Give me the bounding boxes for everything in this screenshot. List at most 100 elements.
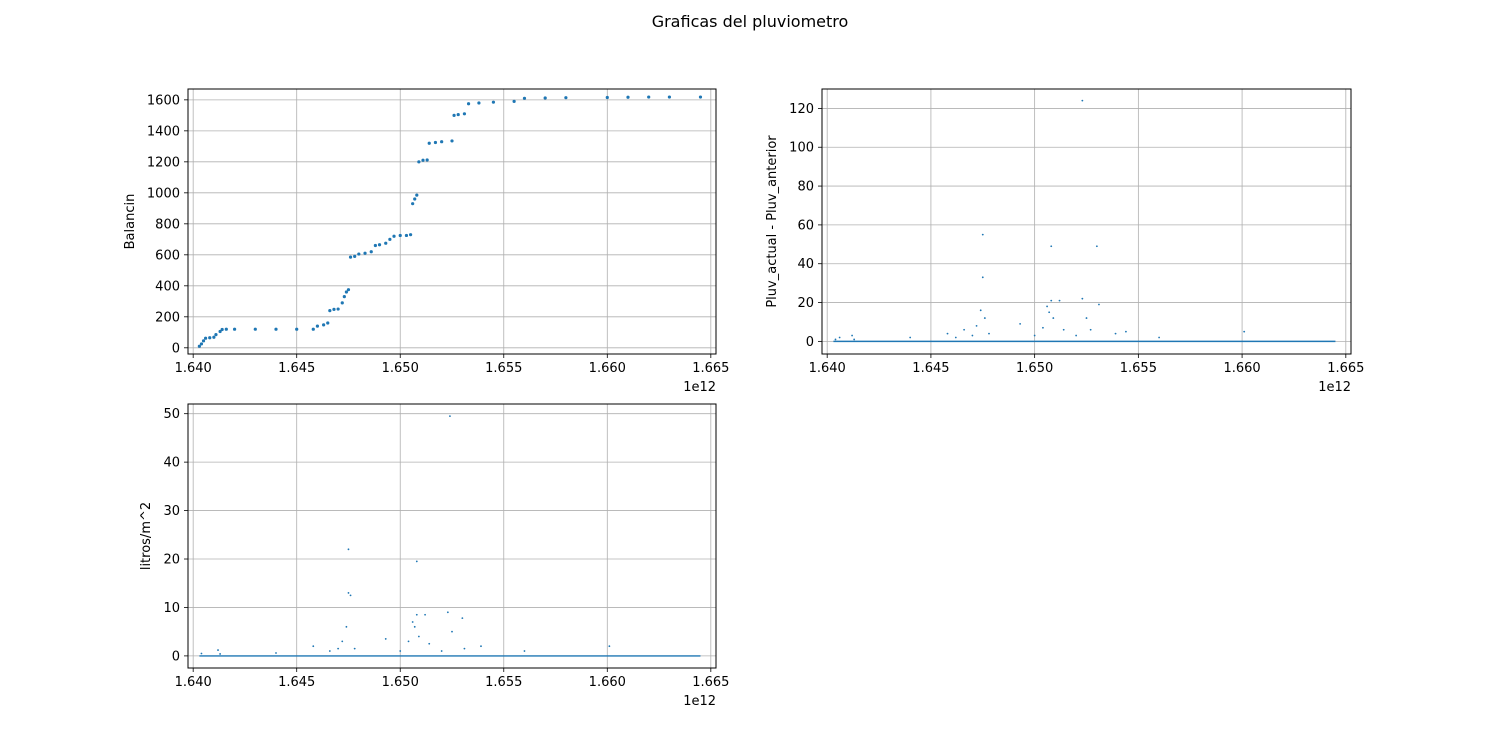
data-point: [1050, 299, 1053, 302]
data-point: [341, 640, 344, 643]
y-tick-label: 40: [163, 456, 180, 471]
subplot-1: 1.640 1.645 1.650 1.655 1.660 1.665 0 200 400 600…: [123, 88, 729, 395]
data-point: [1081, 297, 1084, 300]
data-point: [346, 288, 351, 292]
data-point: [417, 160, 421, 164]
data-point: [411, 202, 415, 206]
data-point: [466, 102, 471, 106]
x-tick-label: 1.640: [175, 361, 212, 376]
y-tick-label: 0: [172, 649, 180, 664]
data-point: [340, 301, 344, 305]
data-point: [450, 139, 454, 143]
data-point: [477, 101, 481, 105]
data-point: [421, 158, 425, 162]
data-point: [1052, 317, 1055, 319]
data-point: [461, 617, 464, 620]
data-point: [1089, 328, 1092, 331]
y-tick-label: 600: [155, 248, 180, 263]
data-point: [1243, 330, 1246, 333]
data-point: [1085, 317, 1088, 319]
data-point: [1095, 245, 1098, 248]
data-point: [979, 309, 982, 312]
y-tick-label: 20: [797, 296, 814, 311]
data-point: [1158, 336, 1161, 339]
data-point: [440, 650, 443, 652]
data-point: [369, 250, 373, 254]
data-point: [1042, 326, 1044, 329]
y-axis-label: Pluv_actual - Pluv_anterior: [765, 135, 780, 308]
data-point: [1062, 328, 1065, 331]
data-point: [981, 276, 984, 279]
data-point: [336, 307, 340, 311]
data-point: [1114, 332, 1117, 335]
data-point: [398, 233, 402, 238]
data-point: [253, 327, 257, 331]
x-tick-label: 1.645: [278, 675, 315, 690]
y-tick-label: 40: [797, 257, 814, 272]
data-point: [983, 317, 986, 319]
data-point: [971, 334, 974, 337]
data-point: [311, 327, 315, 331]
data-point: [408, 233, 413, 237]
y-tick-label: 1400: [147, 124, 180, 139]
data-point: [413, 625, 416, 628]
axes-frame: [187, 88, 717, 355]
y-tick-label: 0: [172, 341, 180, 356]
data-point: [909, 336, 912, 339]
data-point: [440, 140, 444, 144]
data-point: [446, 611, 449, 614]
data-point: [451, 630, 453, 633]
data-point: [349, 594, 352, 597]
data-point: [404, 233, 409, 238]
data-point: [838, 336, 841, 339]
data-point: [201, 339, 206, 343]
data-point: [415, 613, 418, 616]
y-tick-label: 200: [155, 310, 180, 325]
data-point: [204, 336, 208, 340]
y-tick-label: 1000: [147, 186, 180, 201]
data-point: [199, 342, 204, 346]
x-offset-text: 1e12: [683, 694, 716, 709]
data-point: [347, 592, 350, 594]
y-tick-label: 20: [163, 553, 180, 568]
data-point: [1048, 311, 1051, 314]
data-point: [348, 255, 353, 259]
data-point: [353, 647, 356, 650]
data-point: [407, 640, 410, 643]
subplot-3: 1.640 1.645 1.650 1.655 1.660 1.665 0 10 20 30 40 5…: [139, 403, 729, 709]
x-tick-label: 1.665: [1327, 361, 1364, 376]
x-tick-label: 1.650: [382, 361, 419, 376]
data-point: [851, 334, 853, 337]
data-point: [197, 344, 201, 348]
y-tick-label: 10: [163, 601, 180, 616]
data-point: [353, 254, 357, 258]
data-point: [543, 96, 547, 100]
data-point: [564, 96, 568, 100]
x-tick-label: 1.650: [1016, 361, 1053, 376]
data-point: [415, 193, 419, 197]
data-point: [608, 645, 611, 648]
data-point: [1125, 330, 1127, 333]
x-tick-label: 1.665: [692, 361, 729, 376]
data-point: [667, 95, 672, 99]
data-point: [345, 625, 348, 628]
x-tick-label: 1.665: [692, 675, 729, 690]
data-point: [208, 336, 212, 340]
x-tick-label: 1.645: [278, 361, 315, 376]
data-point: [415, 560, 418, 563]
data-point: [217, 649, 219, 651]
data-point: [433, 140, 438, 145]
data-point: [232, 327, 237, 331]
data-point: [452, 113, 456, 117]
data-point: [392, 234, 396, 238]
data-point: [373, 243, 377, 248]
data-point: [218, 329, 222, 334]
data-point: [975, 324, 978, 327]
y-tick-label: 100: [789, 141, 814, 156]
data-point: [853, 338, 856, 341]
data-point: [462, 112, 467, 116]
data-point: [834, 338, 837, 341]
data-point: [212, 335, 216, 339]
data-point: [1019, 323, 1022, 325]
